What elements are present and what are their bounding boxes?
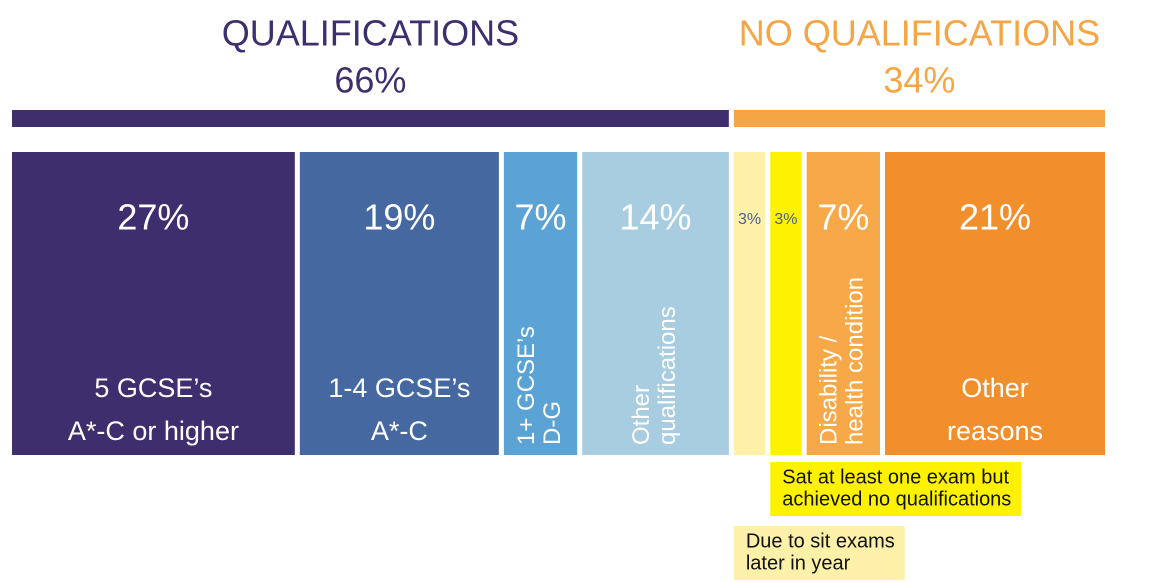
segment bbox=[806, 152, 881, 455]
segment bbox=[733, 152, 766, 455]
value-label: 19% bbox=[363, 197, 435, 238]
segment-label: Disability / bbox=[816, 335, 843, 445]
group-title: NO QUALIFICATIONS bbox=[739, 13, 1100, 54]
segment bbox=[885, 152, 1105, 455]
segment-label: Other bbox=[628, 385, 655, 445]
callout-label: Sat at least one exam but bbox=[782, 466, 1009, 488]
group-value: 34% bbox=[883, 60, 955, 101]
group-title: QUALIFICATIONS bbox=[222, 13, 519, 54]
callout-label: later in year bbox=[746, 552, 851, 574]
value-label: 27% bbox=[117, 197, 189, 238]
segment-label: D-G bbox=[539, 401, 566, 445]
value-label: 3% bbox=[774, 211, 797, 228]
segment-label: health condition bbox=[842, 277, 869, 445]
callout-label: Due to sit exams bbox=[746, 530, 895, 552]
callout-label: achieved no qualifications bbox=[782, 488, 1011, 510]
value-label: 14% bbox=[619, 197, 691, 238]
value-label: 21% bbox=[959, 197, 1031, 238]
segment-label: qualifications bbox=[654, 306, 681, 445]
segment-label: A*-C bbox=[371, 416, 428, 446]
group-bar bbox=[12, 110, 729, 127]
segment-label: A*-C or higher bbox=[68, 416, 239, 446]
segment-label: 1+ GCSE’s bbox=[513, 326, 540, 445]
segment bbox=[299, 152, 499, 455]
segment bbox=[12, 152, 295, 455]
segment-label: 5 GCSE’s bbox=[94, 373, 212, 403]
value-label: 3% bbox=[738, 211, 761, 228]
segment bbox=[503, 152, 578, 455]
value-label: 7% bbox=[817, 197, 869, 238]
group-value: 66% bbox=[334, 60, 406, 101]
group-bar bbox=[733, 110, 1105, 127]
segment bbox=[582, 152, 729, 455]
callout-box bbox=[770, 462, 1022, 516]
segment-label: Other bbox=[961, 373, 1029, 403]
segment bbox=[770, 152, 802, 455]
segment-label: 1-4 GCSE’s bbox=[328, 373, 470, 403]
callout-box bbox=[733, 526, 905, 580]
value-label: 7% bbox=[515, 197, 567, 238]
segment-label: reasons bbox=[947, 416, 1043, 446]
